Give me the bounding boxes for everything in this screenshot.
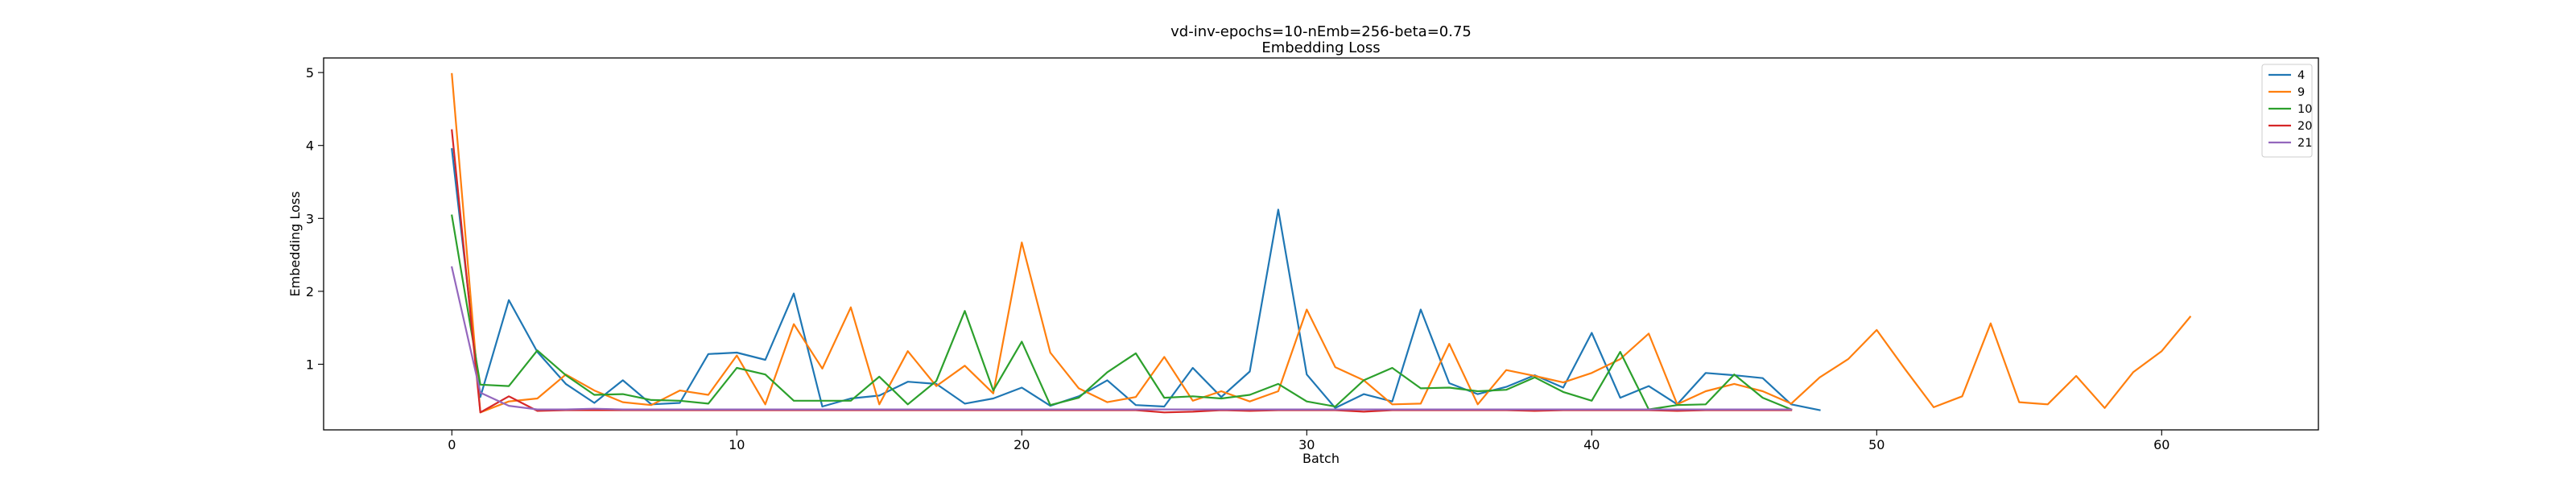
- y-axis-label: Embedding Loss: [287, 192, 303, 297]
- series-layer: [450, 72, 2192, 414]
- y-tick-label: 3: [306, 211, 314, 226]
- x-axis-label: Batch: [1302, 451, 1340, 466]
- series-line-21: [450, 266, 1793, 411]
- x-tick-label: 0: [448, 437, 456, 452]
- x-tick-label: 10: [729, 437, 745, 452]
- y-tick-label: 1: [306, 357, 314, 372]
- chart-subtitle: Embedding Loss: [1261, 39, 1380, 56]
- x-tick-label: 30: [1298, 437, 1315, 452]
- plot-area: [324, 58, 2318, 430]
- x-axis: 0 10 20 30 40 50 60: [448, 430, 2169, 452]
- x-tick-label: 40: [1583, 437, 1600, 452]
- y-tick-label: 4: [306, 138, 314, 154]
- plot-frame: [323, 57, 2319, 431]
- legend-label-4: 4: [2297, 69, 2305, 82]
- y-tick-label: 2: [306, 284, 314, 299]
- series-line-4: [451, 147, 1821, 411]
- series-line-10: [451, 214, 1793, 411]
- series-line-9: [451, 72, 2192, 414]
- x-tick-label: 50: [1868, 437, 1885, 452]
- chart-title: vd-inv-epochs=10-nEmb=256-beta=0.75: [1170, 23, 1472, 40]
- y-axis: 1 2 3 4 5: [306, 65, 324, 372]
- legend-box: [2261, 64, 2313, 158]
- legend-label-10: 10: [2297, 103, 2312, 116]
- legend-label-21: 21: [2297, 137, 2312, 150]
- y-tick-label: 5: [306, 65, 314, 80]
- x-tick-label: 60: [2153, 437, 2169, 452]
- legend: 4 9 10 20 21: [2261, 64, 2313, 158]
- x-tick-label: 20: [1013, 437, 1030, 452]
- legend-label-9: 9: [2297, 86, 2305, 99]
- legend-label-20: 20: [2297, 120, 2312, 133]
